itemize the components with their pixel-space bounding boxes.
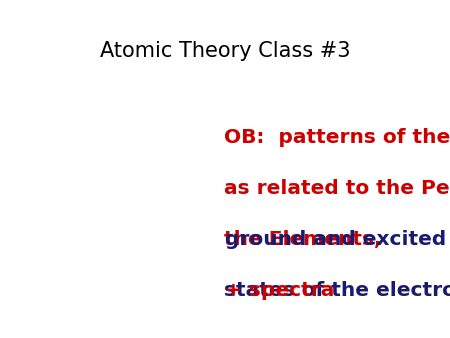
Text: + spectra: + spectra bbox=[225, 281, 334, 299]
Text: the Elements,: the Elements, bbox=[224, 230, 388, 249]
Text: ground and excited: ground and excited bbox=[225, 230, 446, 249]
Text: states of the electrons,: states of the electrons, bbox=[224, 281, 450, 299]
Text: as related to the Periodic Table of: as related to the Periodic Table of bbox=[225, 179, 450, 198]
Text: Atomic Theory Class #3: Atomic Theory Class #3 bbox=[100, 41, 350, 61]
Text: OB:  patterns of the electron orbitals: OB: patterns of the electron orbitals bbox=[225, 128, 450, 147]
